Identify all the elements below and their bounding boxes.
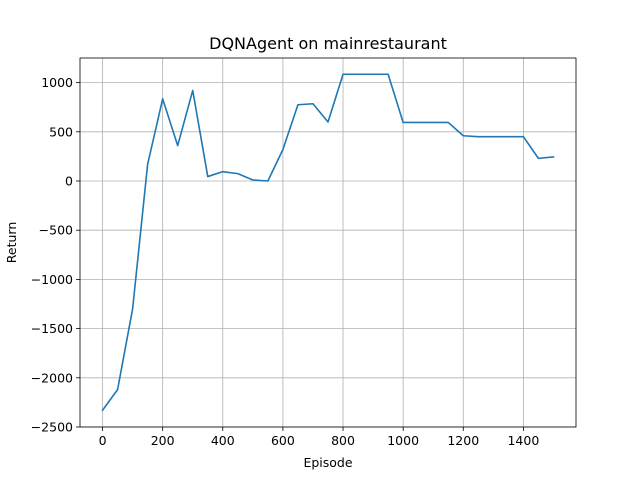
grid-lines <box>80 58 576 428</box>
series-line <box>101 73 555 412</box>
x-tick-label: 1000 <box>387 433 419 448</box>
x-axis-label: Episode <box>303 455 352 470</box>
x-tick-label: 600 <box>271 433 295 448</box>
y-axis: −2500 −2000 −1500 −1000 −500 0 500 1000 <box>31 75 80 435</box>
x-axis: 0 200 400 600 800 1000 1200 1400 <box>99 427 539 448</box>
x-tick-label: 400 <box>211 433 235 448</box>
x-tick-label: 200 <box>151 433 175 448</box>
x-tick-label: 1200 <box>447 433 479 448</box>
y-axis-label: Return <box>4 222 19 263</box>
y-tick-label: −2500 <box>31 420 73 435</box>
y-tick-label: 0 <box>65 174 73 189</box>
plot-frame <box>79 57 577 428</box>
y-tick-label: 1000 <box>41 75 73 90</box>
y-tick-label: −1000 <box>31 272 73 287</box>
x-tick-label: 0 <box>99 433 107 448</box>
chart-title: DQNAgent on mainrestaurant <box>209 34 447 53</box>
series-layer <box>101 73 555 412</box>
y-tick-label: 500 <box>49 124 73 139</box>
x-tick-label: 1400 <box>507 433 539 448</box>
y-tick-label: −500 <box>39 223 73 238</box>
x-tick-label: 800 <box>331 433 355 448</box>
y-tick-label: −1500 <box>31 321 73 336</box>
y-tick-label: −2000 <box>31 370 73 385</box>
